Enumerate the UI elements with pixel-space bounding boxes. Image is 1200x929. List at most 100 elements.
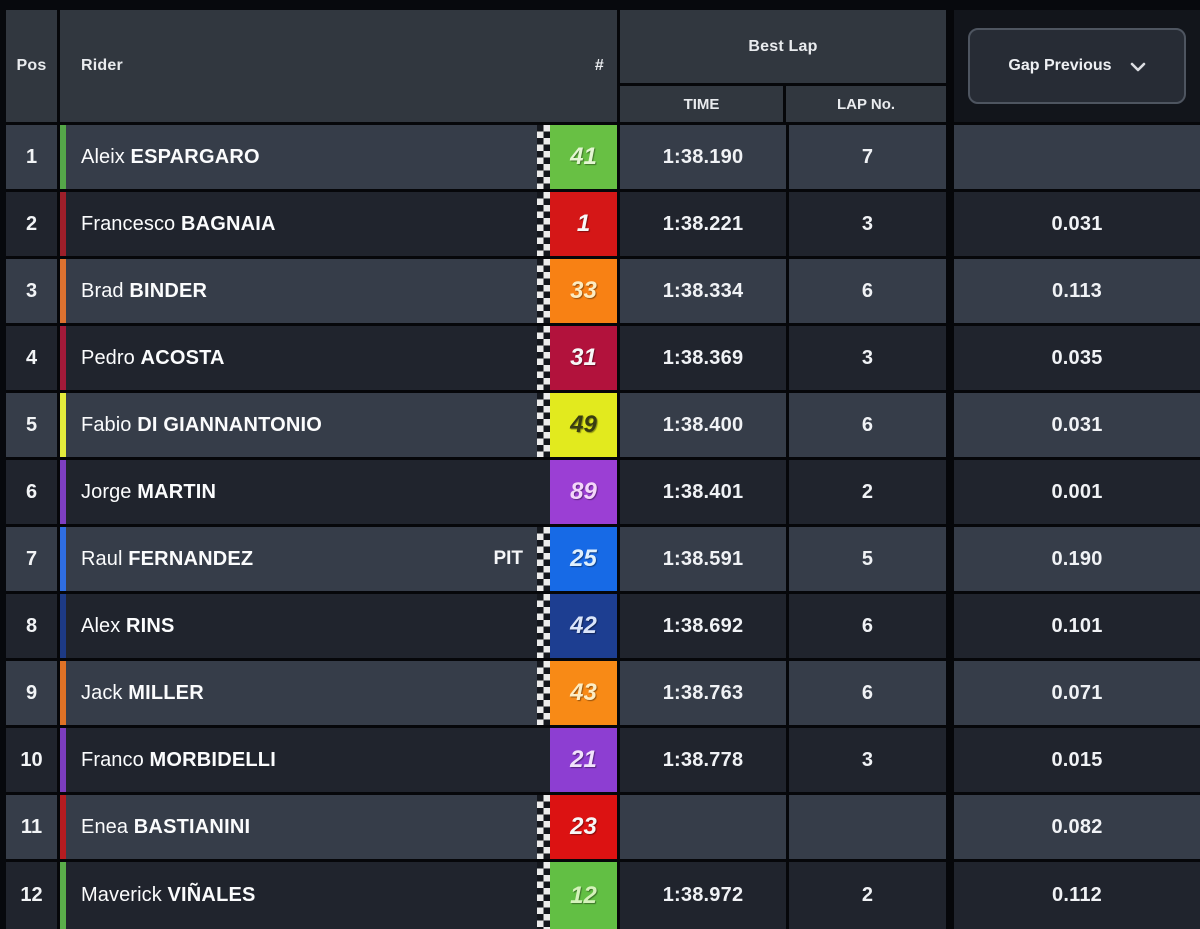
- best-lap-number-cell: 6: [789, 393, 954, 457]
- table-row[interactable]: 8 Alex RINS 42 1:38.692 6 0.101: [6, 594, 1200, 661]
- best-lap-number-cell: 3: [789, 326, 954, 390]
- position-value: 11: [20, 815, 43, 838]
- gap-previous-value: 0.035: [1051, 346, 1103, 369]
- best-lap-time-value: 1:38.591: [662, 547, 744, 570]
- best-lap-number-cell: 5: [789, 527, 954, 591]
- table-row[interactable]: 7 Raul FERNANDEZ PIT 25 1:38.591 5 0.190: [6, 527, 1200, 594]
- best-lap-time-cell: [620, 795, 789, 859]
- best-lap-number-cell: 2: [789, 862, 954, 929]
- gap-previous-value: 0.031: [1051, 413, 1103, 436]
- position-value: 8: [25, 614, 38, 637]
- team-color-bar: [60, 259, 66, 323]
- table-row[interactable]: 11 Enea BASTIANINI 23 0.082: [6, 795, 1200, 862]
- table-row[interactable]: 2 Francesco BAGNAIA 1 1:38.221 3 0.031: [6, 192, 1200, 259]
- rider-cell: Enea BASTIANINI 23: [60, 795, 620, 859]
- rider-name: Enea BASTIANINI: [81, 815, 251, 838]
- table-row[interactable]: 9 Jack MILLER 43 1:38.763 6 0.071: [6, 661, 1200, 728]
- table-row[interactable]: 6 Jorge MARTIN 89 1:38.401 2 0.001: [6, 460, 1200, 527]
- best-lap-time-value: 1:38.778: [662, 748, 744, 771]
- checkered-flag-strip: [537, 527, 550, 591]
- position-value: 9: [25, 681, 38, 704]
- rider-column-header: Rider #: [60, 10, 620, 122]
- rider-name: Maverick VIÑALES: [81, 884, 256, 906]
- best-lap-number-value: 2: [861, 884, 874, 906]
- rider-name: Brad BINDER: [81, 279, 208, 302]
- best-lap-number-cell: 6: [789, 661, 954, 725]
- best-lap-time-value: 1:38.190: [662, 145, 744, 168]
- number-header-label: #: [594, 57, 604, 74]
- position-value: 5: [25, 413, 38, 436]
- checkered-flag-strip: [537, 326, 550, 390]
- rider-number-badge: 43: [550, 661, 617, 725]
- position-cell: 2: [6, 192, 60, 256]
- gap-previous-cell: 0.035: [954, 326, 1200, 390]
- best-lap-time-value: 1:38.400: [662, 413, 744, 436]
- table-row[interactable]: 4 Pedro ACOSTA 31 1:38.369 3 0.035: [6, 326, 1200, 393]
- best-lap-number-value: 7: [861, 145, 874, 168]
- gap-previous-value: 0.031: [1051, 212, 1103, 235]
- checkered-flag-strip: [537, 460, 550, 524]
- table-row[interactable]: 5 Fabio DI GIANNANTONIO 49 1:38.400 6 0.…: [6, 393, 1200, 460]
- rider-header-label: Rider: [81, 57, 123, 74]
- table-row[interactable]: 12 Maverick VIÑALES 12 1:38.972 2 0.112: [6, 862, 1200, 929]
- time-subheader: TIME: [620, 86, 786, 122]
- team-color-bar: [60, 527, 66, 591]
- table-row[interactable]: 3 Brad BINDER 33 1:38.334 6 0.113: [6, 259, 1200, 326]
- checkered-flag-strip: [537, 192, 550, 256]
- gap-previous-value: 0.190: [1051, 547, 1103, 570]
- position-value: 7: [25, 547, 38, 570]
- best-lap-number-value: 5: [861, 547, 874, 570]
- best-lap-time-cell: 1:38.401: [620, 460, 789, 524]
- gap-previous-dropdown[interactable]: Gap Previous: [968, 28, 1186, 104]
- gap-previous-value: 0.082: [1051, 815, 1103, 838]
- team-color-bar: [60, 393, 66, 457]
- rider-name: Alex RINS: [81, 614, 175, 637]
- gap-column-header: Gap Previous: [954, 10, 1200, 122]
- rider-number-badge: 42: [550, 594, 617, 658]
- position-cell: 9: [6, 661, 60, 725]
- rider-name: Jack MILLER: [81, 681, 204, 704]
- rider-name: Aleix ESPARGARO: [81, 145, 260, 168]
- team-color-bar: [60, 728, 66, 792]
- gap-previous-cell: [954, 125, 1200, 189]
- checkered-flag-strip: [537, 728, 550, 792]
- best-lap-time-cell: 1:38.400: [620, 393, 789, 457]
- team-color-bar: [60, 326, 66, 390]
- position-value: 10: [20, 748, 43, 771]
- team-color-bar: [60, 661, 66, 725]
- best-lap-number-value: 3: [861, 346, 874, 369]
- best-lap-number-cell: 6: [789, 259, 954, 323]
- table-row[interactable]: 10 Franco MORBIDELLI 21 1:38.778 3 0.015: [6, 728, 1200, 795]
- best-lap-time-cell: 1:38.190: [620, 125, 789, 189]
- gap-previous-value: 0.001: [1051, 480, 1103, 503]
- best-lap-number-cell: 6: [789, 594, 954, 658]
- gap-previous-cell: 0.082: [954, 795, 1200, 859]
- best-lap-number-cell: [789, 795, 954, 859]
- best-lap-time-value: 1:38.972: [662, 884, 744, 906]
- rider-cell: Pedro ACOSTA 31: [60, 326, 620, 390]
- gap-previous-cell: 0.031: [954, 192, 1200, 256]
- best-lap-time-cell: 1:38.334: [620, 259, 789, 323]
- rider-name: Jorge MARTIN: [81, 480, 217, 503]
- rider-name: Pedro ACOSTA: [81, 346, 225, 369]
- position-value: 12: [20, 884, 43, 906]
- best-lap-time-cell: 1:38.763: [620, 661, 789, 725]
- table-body: 1 Aleix ESPARGARO 41 1:38.190 7 2 France…: [6, 125, 1200, 929]
- time-subheader-label: TIME: [683, 95, 720, 113]
- rider-cell: Fabio DI GIANNANTONIO 49: [60, 393, 620, 457]
- rider-name: Fabio DI GIANNANTONIO: [81, 413, 323, 436]
- rider-number-badge: 21: [550, 728, 617, 792]
- chevron-down-icon: [1130, 62, 1145, 72]
- rider-cell: Jack MILLER 43: [60, 661, 620, 725]
- table-row[interactable]: 1 Aleix ESPARGARO 41 1:38.190 7: [6, 125, 1200, 192]
- gap-previous-cell: 0.112: [954, 862, 1200, 929]
- position-cell: 4: [6, 326, 60, 390]
- pos-column-header: Pos: [6, 10, 60, 122]
- position-cell: 3: [6, 259, 60, 323]
- best-lap-time-value: 1:38.692: [662, 614, 744, 637]
- best-lap-number-value: 2: [861, 480, 874, 503]
- checkered-flag-strip: [537, 393, 550, 457]
- best-lap-time-cell: 1:38.369: [620, 326, 789, 390]
- rider-cell: Franco MORBIDELLI 21: [60, 728, 620, 792]
